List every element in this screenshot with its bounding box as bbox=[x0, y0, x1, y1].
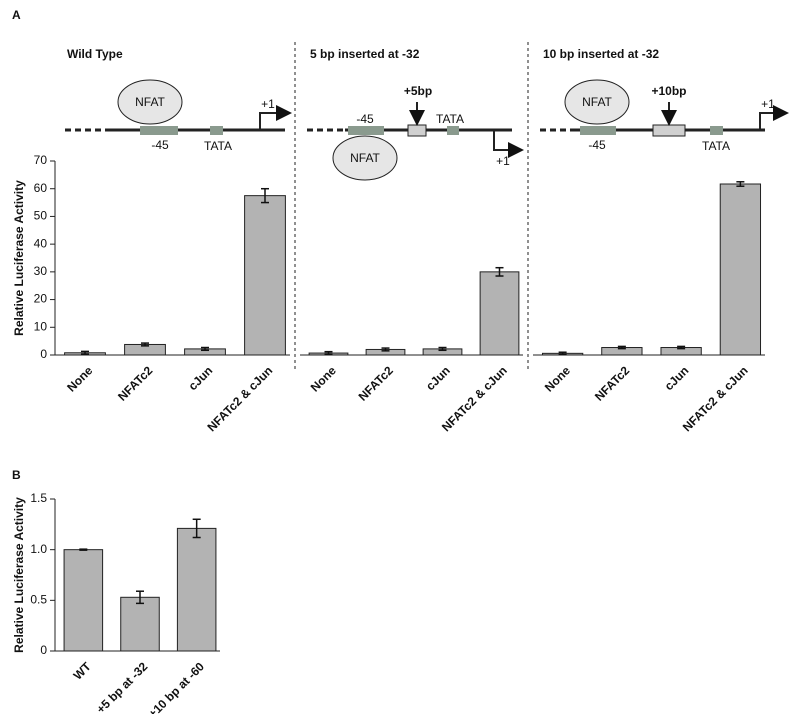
panel-label: A bbox=[12, 8, 21, 22]
tata-label: TATA bbox=[702, 139, 730, 153]
start-label: +1 bbox=[261, 97, 275, 111]
bar bbox=[719, 183, 762, 356]
error-bar bbox=[558, 351, 567, 356]
error-bar bbox=[141, 342, 149, 347]
error-bar bbox=[617, 345, 626, 350]
promoter-diagram: NFAT -45 +10bp TATA +1 bbox=[540, 79, 789, 153]
nfat-label: NFAT bbox=[582, 95, 612, 109]
insert-label: +10bp bbox=[651, 84, 686, 98]
x-tick-label: None bbox=[542, 363, 573, 394]
bar bbox=[176, 527, 217, 652]
x-tick-label: cJun bbox=[662, 363, 692, 393]
y-axis-label: Relative Luciferase Activity bbox=[12, 180, 26, 336]
error-bar bbox=[261, 187, 269, 204]
site-label: -45 bbox=[151, 138, 169, 152]
error-bar bbox=[677, 345, 686, 350]
bar bbox=[63, 549, 104, 652]
y-tick-label: 10 bbox=[34, 319, 48, 333]
promoter-diagram: NFAT -45 TATA +1 bbox=[65, 79, 292, 153]
error-bar bbox=[438, 346, 447, 352]
y-tick-label: 0 bbox=[40, 643, 47, 657]
chart-title: 10 bp inserted at -32 bbox=[543, 47, 659, 61]
panel-label: B bbox=[12, 468, 21, 482]
y-axis-label: Relative Luciferase Activity bbox=[12, 497, 26, 653]
bar bbox=[244, 195, 286, 356]
chart-title: 5 bp inserted at -32 bbox=[310, 47, 420, 61]
y-tick-label: 70 bbox=[34, 153, 48, 167]
promoter-diagram: NFAT -45 +5bp TATA +1 bbox=[307, 84, 524, 181]
error-bar bbox=[495, 266, 504, 277]
x-tick-label: NFATc2 bbox=[115, 363, 155, 403]
error-bar bbox=[324, 350, 333, 356]
error-bar bbox=[79, 548, 88, 551]
x-tick-label: None bbox=[308, 363, 339, 394]
x-tick-label: cJun bbox=[423, 363, 453, 393]
y-tick-label: 50 bbox=[34, 209, 48, 223]
y-tick-label: 60 bbox=[34, 181, 48, 195]
y-tick-label: 0.5 bbox=[30, 593, 47, 607]
error-bar bbox=[81, 350, 89, 355]
y-tick-label: 30 bbox=[34, 264, 48, 278]
x-tick-label: cJun bbox=[186, 363, 216, 393]
y-tick-label: 20 bbox=[34, 292, 48, 306]
tata-label: TATA bbox=[204, 139, 232, 153]
site-label: -45 bbox=[588, 138, 606, 152]
nfat-label: NFAT bbox=[350, 151, 380, 165]
x-tick-label: NFATc2 bbox=[592, 363, 632, 403]
x-tick-label: NFATc2 & cJun bbox=[204, 363, 275, 434]
x-tick-label: +10 bp at -60 bbox=[145, 659, 207, 714]
y-tick-label: 1.0 bbox=[30, 542, 47, 556]
start-label: +1 bbox=[761, 97, 775, 111]
error-bar bbox=[736, 181, 745, 187]
error-bar bbox=[192, 518, 201, 539]
tata-label: TATA bbox=[436, 112, 464, 126]
x-tick-label: +5 bp at -32 bbox=[94, 659, 151, 714]
nfat-label: NFAT bbox=[135, 95, 165, 109]
x-tick-label: None bbox=[64, 363, 95, 394]
x-tick-label: WT bbox=[71, 659, 95, 683]
error-bar bbox=[136, 590, 144, 605]
error-bar bbox=[381, 347, 390, 352]
insert-label: +5bp bbox=[404, 84, 432, 98]
error-bar bbox=[201, 346, 209, 352]
chart-title: Wild Type bbox=[67, 47, 123, 61]
y-tick-label: 1.5 bbox=[30, 491, 47, 505]
site-label: -45 bbox=[356, 112, 374, 126]
bar bbox=[479, 271, 520, 356]
y-tick-label: 40 bbox=[34, 236, 48, 250]
y-tick-label: 0 bbox=[40, 347, 47, 361]
bar bbox=[120, 596, 160, 652]
start-label: +1 bbox=[496, 154, 510, 168]
x-tick-label: NFATc2 bbox=[356, 363, 396, 403]
